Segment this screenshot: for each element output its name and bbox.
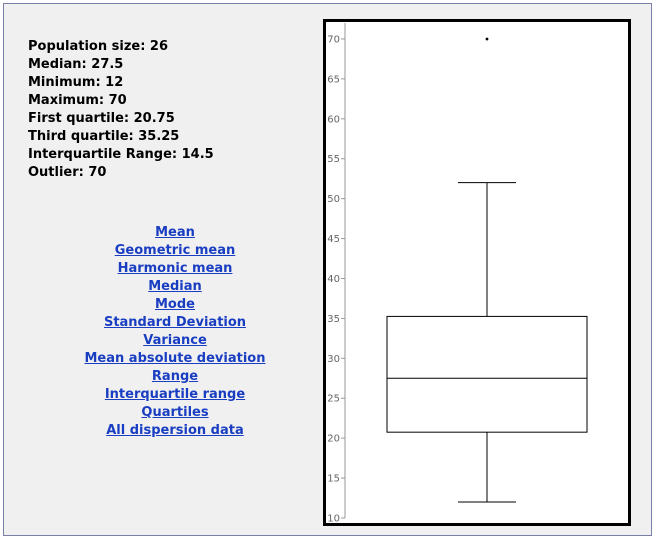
link-interquartile-range[interactable]: Interquartile range <box>104 387 246 402</box>
outlier-point <box>485 37 489 41</box>
link-median[interactable]: Median <box>148 279 202 294</box>
link-all-dispersion-data[interactable]: All dispersion data <box>106 423 244 438</box>
page-panel: Population size: 26 Median: 27.5 Minimum… <box>3 3 652 536</box>
y-tick-label: 10 <box>327 514 340 524</box>
stat-outlier: Outlier: 70 <box>28 165 107 180</box>
stat-interquartile-range: Interquartile Range: 14.5 <box>28 147 214 162</box>
stat-median: Median: 27.5 <box>28 57 124 72</box>
link-mean-absolute-deviation[interactable]: Mean absolute deviation <box>84 351 266 366</box>
y-tick-label: 35 <box>327 314 340 325</box>
link-mode[interactable]: Mode <box>155 297 195 312</box>
y-tick-label: 70 <box>327 34 340 45</box>
link-harmonic-mean[interactable]: Harmonic mean <box>117 261 233 276</box>
y-tick-label: 30 <box>327 354 340 365</box>
y-tick-label: 50 <box>327 194 340 205</box>
stat-maximum: Maximum: 70 <box>28 93 127 108</box>
interquartile-box <box>386 315 588 433</box>
link-mean[interactable]: Mean <box>155 225 195 240</box>
link-standard-deviation[interactable]: Standard Deviation <box>103 315 247 330</box>
y-tick-label: 15 <box>327 474 340 485</box>
stat-minimum: Minimum: 12 <box>28 75 124 90</box>
y-tick-label: 55 <box>327 154 340 165</box>
statistics-summary: Population size: 26 Median: 27.5 Minimum… <box>28 38 214 182</box>
box-plot-svg: 10 15 20 25 30 35 40 45 50 55 60 65 70 <box>327 23 588 525</box>
statistics-links: Mean Geometric mean Harmonic mean Median… <box>64 224 286 440</box>
box-plot-chart: 10 15 20 25 30 35 40 45 50 55 60 65 70 <box>323 19 631 526</box>
stat-first-quartile: First quartile: 20.75 <box>28 111 175 126</box>
y-tick-label: 40 <box>327 274 340 285</box>
link-geometric-mean[interactable]: Geometric mean <box>114 243 236 258</box>
stat-population-size: Population size: 26 <box>28 39 169 54</box>
y-tick-label: 45 <box>327 234 340 245</box>
y-tick-label: 25 <box>327 394 340 405</box>
link-variance[interactable]: Variance <box>143 333 207 348</box>
y-tick-label: 60 <box>327 114 340 125</box>
link-quartiles[interactable]: Quartiles <box>141 405 209 420</box>
stat-third-quartile: Third quartile: 35.25 <box>28 129 180 144</box>
y-tick-label: 65 <box>327 74 340 85</box>
link-range[interactable]: Range <box>151 369 199 384</box>
y-tick-label: 20 <box>327 434 340 445</box>
